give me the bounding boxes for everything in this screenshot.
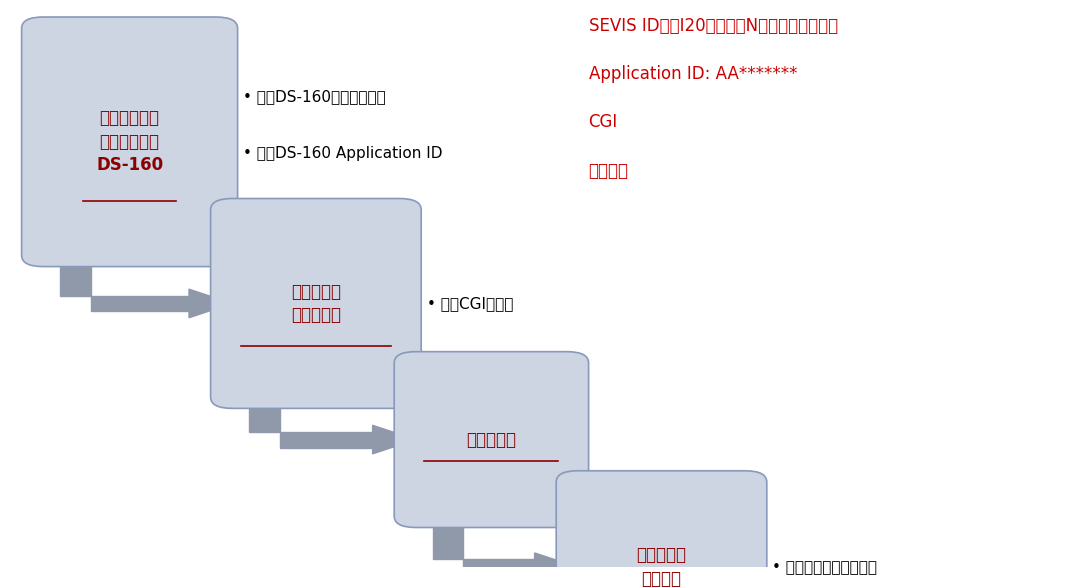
FancyBboxPatch shape [394, 352, 589, 527]
Text: 收据编号: 收据编号 [589, 162, 629, 180]
Polygon shape [189, 289, 232, 318]
FancyBboxPatch shape [211, 199, 421, 409]
Text: • 生成DS-160确认页，打印: • 生成DS-160确认页，打印 [243, 89, 386, 104]
Polygon shape [373, 425, 416, 454]
Polygon shape [535, 553, 578, 582]
Text: • 生成DS-160 Application ID: • 生成DS-160 Application ID [243, 146, 443, 161]
Text: SEVIS ID（在I20表左上角N开头的一串数字）: SEVIS ID（在I20表左上角N开头的一串数字） [589, 17, 838, 35]
Text: CGI: CGI [589, 113, 618, 132]
Text: 填写非移民签
证电子申请表
DS-160: 填写非移民签 证电子申请表 DS-160 [96, 109, 163, 175]
Text: • 生成面谈预约单，打印: • 生成面谈预约单，打印 [772, 560, 877, 574]
Polygon shape [249, 397, 280, 432]
Polygon shape [280, 432, 373, 447]
Text: Application ID: AA*******: Application ID: AA******* [589, 65, 797, 83]
Polygon shape [91, 296, 189, 312]
Text: 注册信息建
立个人档案: 注册信息建 立个人档案 [291, 283, 341, 324]
Text: 预约签证时
间，地点: 预约签证时 间，地点 [636, 546, 687, 588]
Polygon shape [433, 516, 463, 559]
Text: • 生成CGI参考号: • 生成CGI参考号 [427, 296, 513, 311]
Polygon shape [60, 255, 91, 296]
FancyBboxPatch shape [22, 17, 238, 266]
FancyBboxPatch shape [556, 471, 767, 588]
Text: 缴纳签证费: 缴纳签证费 [467, 430, 516, 449]
Polygon shape [463, 559, 535, 575]
